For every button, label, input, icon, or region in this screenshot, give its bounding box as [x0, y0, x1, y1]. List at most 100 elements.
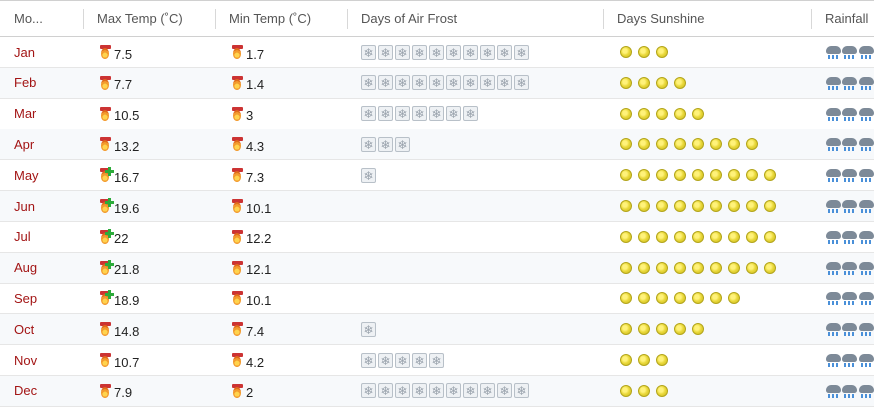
- thermometer-flame-icon: [231, 198, 245, 214]
- thermometer-flame-icon: [99, 136, 113, 152]
- table-row[interactable]: Jun 19.6 10.1: [0, 191, 874, 222]
- sun-icon: [638, 261, 650, 274]
- rain-cloud-icon: [858, 352, 874, 368]
- header-divider[interactable]: [811, 9, 812, 29]
- rain-cloud-icon: [841, 321, 858, 337]
- sun-icon: [620, 323, 632, 336]
- table-row[interactable]: May 16.7 7.3 ❄: [0, 160, 874, 192]
- table-row[interactable]: Jul 22 12.2: [0, 222, 874, 253]
- thermometer-flame-icon: [231, 106, 245, 122]
- snowflake-icon: ❄: [361, 44, 376, 60]
- month-cell: Mar: [14, 99, 36, 129]
- header-max-temp[interactable]: Max Temp (˚C): [97, 11, 183, 26]
- min-temp-cell: 1.7: [231, 37, 264, 67]
- thermometer-flame-icon: [99, 321, 113, 337]
- thermometer-flame-icon: [99, 383, 113, 399]
- sun-icon: [728, 169, 740, 182]
- snowflake-icon: ❄: [361, 352, 376, 368]
- month-label: Sep: [14, 290, 38, 306]
- header-divider[interactable]: [347, 9, 348, 29]
- sun-icon: [764, 230, 776, 243]
- snowflake-icon: ❄: [514, 383, 529, 399]
- snowflake-icon: ❄: [412, 352, 427, 368]
- sun-icon: [638, 200, 650, 212]
- sun-icon: [656, 169, 668, 182]
- sun-icon: [674, 200, 686, 212]
- sun-icon: [710, 169, 722, 182]
- snowflake-icon: ❄: [463, 44, 478, 60]
- rainfall-cell: [825, 283, 874, 313]
- rain-cloud-icon: [858, 290, 874, 306]
- sunshine-cell: [620, 129, 810, 159]
- sunshine-cell: [620, 253, 810, 283]
- month-label: Dec: [14, 383, 38, 399]
- sunshine-cell: [620, 222, 810, 252]
- snowflake-icon: ❄: [361, 321, 376, 337]
- sun-icon: [692, 107, 704, 120]
- month-label: Mar: [14, 106, 37, 122]
- table-row[interactable]: Dec 7.9 2 ❄ ❄ ❄ ❄ ❄ ❄ ❄ ❄ ❄ ❄: [0, 375, 874, 407]
- sun-icon: [764, 261, 776, 274]
- sun-icon: [692, 292, 704, 305]
- frost-cell: ❄ ❄ ❄ ❄ ❄: [361, 345, 596, 375]
- min-temp-value: 4.3: [246, 138, 265, 154]
- max-temp-value: 7.7: [114, 77, 133, 93]
- sun-icon: [710, 200, 722, 212]
- max-temp-cell: 18.9: [99, 283, 139, 313]
- min-temp-cell: 12.2: [231, 222, 271, 252]
- header-divider[interactable]: [603, 9, 604, 29]
- rain-cloud-icon: [841, 229, 858, 245]
- sun-icon: [674, 169, 686, 182]
- snowflake-icon: ❄: [361, 75, 376, 91]
- thermometer-flame-icon: [99, 44, 113, 60]
- header-month[interactable]: Mo...: [14, 11, 43, 26]
- table-row[interactable]: Apr 13.2 4.3 ❄ ❄ ❄: [0, 129, 874, 161]
- rain-cloud-icon: [858, 198, 874, 214]
- month-cell: Oct: [14, 314, 34, 344]
- header-divider[interactable]: [83, 9, 84, 29]
- rain-cloud-icon: [825, 44, 841, 60]
- rain-cloud-icon: [825, 198, 841, 214]
- sunshine-cell: [620, 314, 810, 344]
- month-cell: Apr: [14, 129, 34, 159]
- min-temp-value: 10.1: [246, 200, 272, 216]
- thermometer-flame-icon: [231, 352, 245, 368]
- sun-icon: [674, 261, 686, 274]
- header-sunshine[interactable]: Days Sunshine: [617, 11, 705, 26]
- header-frost[interactable]: Days of Air Frost: [361, 11, 458, 26]
- sun-icon: [638, 46, 650, 58]
- header-rainfall[interactable]: Rainfall: [825, 11, 869, 26]
- min-temp-value: 7.3: [246, 169, 265, 185]
- table-row[interactable]: Aug 21.8 12.1: [0, 252, 874, 284]
- rain-cloud-icon: [825, 260, 841, 276]
- table-row[interactable]: Mar 10.5 3 ❄ ❄ ❄ ❄ ❄ ❄ ❄: [0, 99, 874, 130]
- sun-icon: [728, 230, 740, 243]
- month-label: May: [14, 167, 39, 183]
- min-temp-cell: 12.1: [231, 253, 271, 283]
- table-row[interactable]: Feb 7.7 1.4 ❄ ❄ ❄ ❄ ❄ ❄ ❄ ❄ ❄ ❄: [0, 67, 874, 99]
- frost-cell: [361, 253, 596, 283]
- snowflake-icon: ❄: [429, 106, 444, 122]
- header-min-temp[interactable]: Min Temp (˚C): [229, 11, 312, 26]
- sun-icon: [710, 230, 722, 243]
- rain-cloud-icon: [825, 352, 841, 368]
- table-row[interactable]: Sep 18.9 10.1: [0, 283, 874, 315]
- table-row[interactable]: Oct 14.8 7.4 ❄: [0, 314, 874, 346]
- thermometer-plus-icon: [99, 198, 114, 214]
- max-temp-value: 10.5: [114, 108, 140, 124]
- max-temp-cell: 22: [99, 222, 128, 252]
- thermometer-flame-icon: [231, 136, 245, 152]
- max-temp-cell: 14.8: [99, 314, 139, 344]
- table-row[interactable]: Nov 10.7 4.2 ❄ ❄ ❄ ❄ ❄: [0, 345, 874, 376]
- sun-icon: [746, 169, 758, 182]
- month-cell: Dec: [14, 376, 37, 406]
- min-temp-value: 2: [246, 385, 254, 401]
- max-temp-value: 19.6: [114, 200, 140, 216]
- max-temp-cell: 10.5: [99, 99, 139, 129]
- snowflake-icon: ❄: [497, 44, 512, 60]
- table-row[interactable]: Jan 7.5 1.7 ❄ ❄ ❄ ❄ ❄ ❄ ❄ ❄ ❄ ❄: [0, 37, 874, 68]
- header-divider[interactable]: [215, 9, 216, 29]
- rain-cloud-icon: [858, 136, 874, 152]
- thermometer-flame-icon: [231, 260, 245, 276]
